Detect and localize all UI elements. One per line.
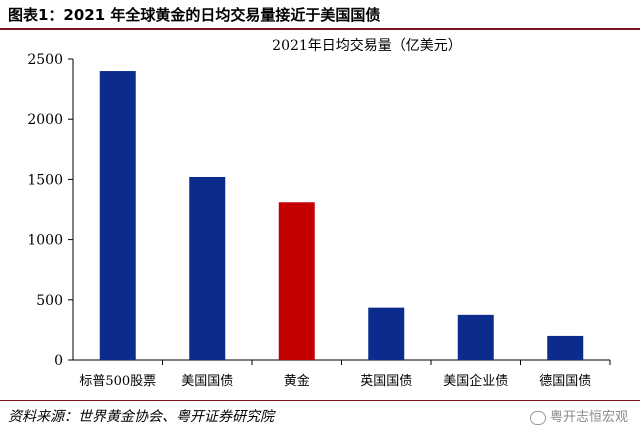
x-tick-label: 标普500股票 [79, 374, 156, 389]
watermark: 粤开志恒宏观 [529, 406, 628, 425]
x-axis-labels: 标普500股票 美国国债 黄金 英国国债 美国企业债 德国国债 [79, 360, 611, 389]
bar-3 [368, 307, 405, 360]
figure-title: 图表1：2021 年全球黄金的日均交易量接近于美国国债 [8, 6, 381, 24]
chart-title: 2021年日均交易量（亿美元） [272, 37, 462, 54]
bar-2 [278, 202, 315, 360]
bars-group [99, 71, 584, 360]
x-tick-label: 黄金 [284, 373, 310, 389]
y-axis-ticks: 0 500 1000 1500 2000 2500 [27, 52, 73, 369]
y-tick-label: 0 [54, 353, 63, 369]
y-tick-label: 2500 [27, 52, 63, 68]
x-tick-label: 英国国债 [360, 374, 412, 389]
x-tick-label: 德国国债 [539, 374, 591, 389]
bar-0 [99, 71, 136, 360]
x-tick-label: 美国国债 [181, 374, 233, 389]
bar-5 [547, 335, 584, 360]
watermark-text: 粤开志恒宏观 [549, 410, 628, 425]
y-tick-label: 1000 [27, 233, 63, 249]
bar-1 [189, 176, 226, 360]
y-tick-label: 1500 [27, 172, 63, 188]
source-divider [0, 400, 640, 401]
wechat-icon [529, 410, 546, 425]
x-tick-label: 美国企业债 [443, 373, 508, 389]
source-note: 资料来源：世界黄金协会、粤开证券研究院 [8, 409, 274, 425]
y-tick-label: 500 [36, 293, 63, 309]
bar-4 [457, 314, 494, 360]
y-tick-label: 2000 [27, 112, 63, 128]
title-divider [0, 28, 640, 30]
